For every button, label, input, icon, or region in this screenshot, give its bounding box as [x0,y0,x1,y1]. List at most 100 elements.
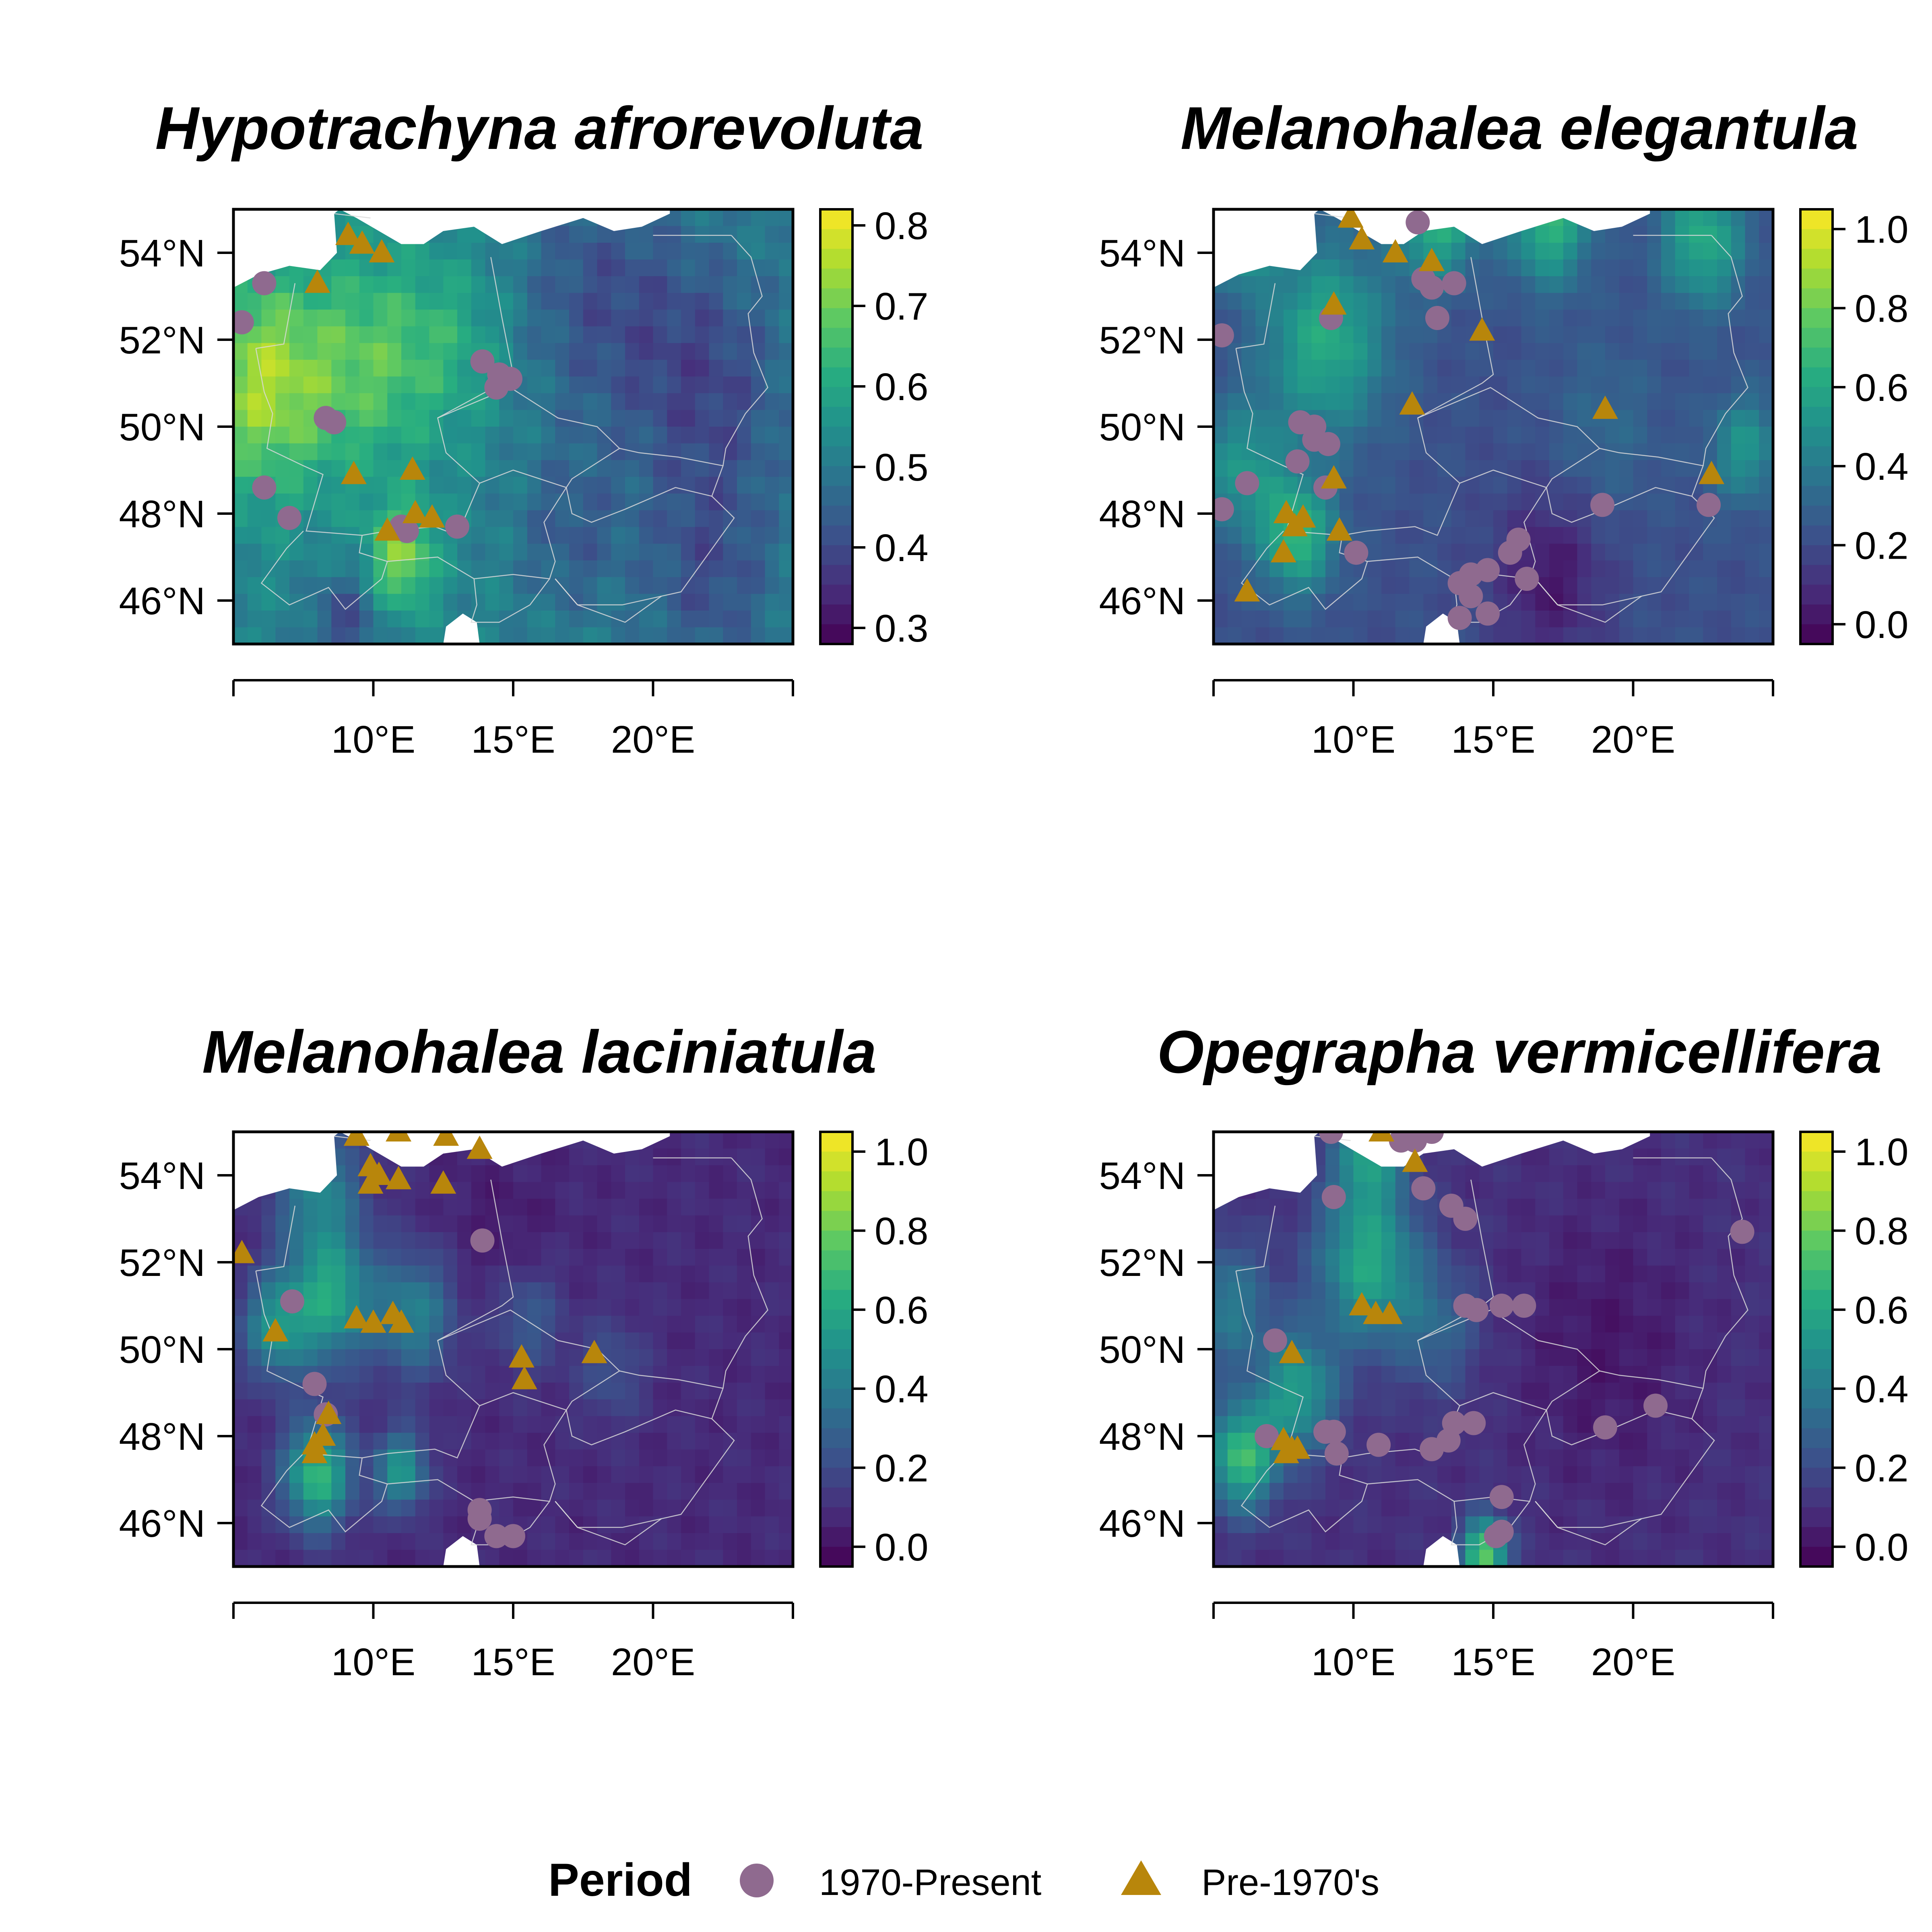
y-tick-label: 54°N [1099,232,1186,275]
occurrence-point-pre-1970 [1290,504,1316,528]
occurrence-point-pre-1970 [316,1401,342,1424]
colorbar: 0.0 0.2 0.4 0.6 0.8 1.0 [819,1131,928,1569]
occurrence-point-pre-1970 [341,460,367,484]
country-borders [1235,213,1748,623]
occurrence-point-1970-present [1321,1420,1346,1444]
occurrence-point-pre-1970 [1402,1148,1428,1172]
occurrence-point-1970-present [1442,1411,1466,1435]
x-axis: 10°E 15°E 20°E [1212,1602,1774,1684]
occurrence-point-pre-1970 [262,1318,289,1342]
occurrence-point-pre-1970 [581,1340,607,1363]
occurrence-point-1970-present [1476,558,1500,582]
occurrence-point-1970-present [1453,1207,1478,1231]
y-tick-label: 46°N [119,580,206,623]
colorbar-tick-label: 0.4 [1855,1368,1908,1411]
occurrence-point-1970-present [394,519,419,543]
occurrence-point-pre-1970 [1321,465,1347,489]
y-tick-label: 50°N [119,406,206,449]
y-tick-label: 48°N [1099,493,1186,536]
colorbar-tick-label: 0.8 [875,1210,928,1253]
occurrence-point-1970-present [1321,1185,1346,1209]
occurrence-point-1970-present [445,514,469,539]
colorbar-tick-label: 0.6 [1855,366,1908,409]
x-tick-label: 15°E [471,718,555,761]
y-axis: 46°N 48°N 50°N 52°N 54°N [1099,1154,1214,1545]
occurrence-point-pre-1970 [1377,1300,1403,1324]
sea-area [340,209,670,244]
colorbar-tick-label: 0.6 [1855,1289,1908,1332]
occurrence-point-1970-present [484,1524,509,1548]
colorbar-tick-label: 1.0 [1855,1131,1908,1174]
colorbar-tick-label: 0.0 [1855,1526,1908,1569]
occurrence-point-pre-1970 [343,1132,369,1146]
x-tick-label: 20°E [1591,1641,1675,1684]
occurrence-point-pre-1970 [386,1166,412,1189]
occurrence-point-1970-present [1411,1176,1436,1201]
occurrence-point-1970-present [322,410,347,435]
occurrence-points [1214,209,1725,630]
occurrence-point-pre-1970 [360,1309,386,1333]
country-borders [255,1135,768,1546]
occurrence-point-1970-present [252,271,277,295]
occurrence-point-pre-1970 [1469,317,1495,341]
occurrence-point-pre-1970 [508,1344,535,1368]
occurrence-point-pre-1970 [304,269,330,293]
x-axis: 10°E 15°E 20°E [232,1602,794,1684]
occurrence-point-1970-present [1643,1393,1668,1418]
colorbar-tick-label: 0.0 [1855,603,1908,646]
sea-area [233,209,340,288]
sea-area [1320,209,1650,244]
occurrence-point-1970-present [1420,275,1444,300]
x-tick-label: 20°E [1591,718,1675,761]
y-tick-label: 50°N [1099,406,1186,449]
colorbar-tick-label: 0.2 [875,1447,928,1490]
x-tick-label: 10°E [331,718,415,761]
occurrence-point-1970-present [470,349,495,374]
occurrence-point-pre-1970 [466,1135,493,1159]
x-tick-label: 10°E [1311,718,1395,761]
occurrence-point-pre-1970 [1368,1132,1394,1141]
colorbar-tick-label: 0.2 [1855,524,1908,568]
occurrence-point-pre-1970 [1592,395,1618,419]
y-tick-label: 46°N [119,1502,206,1545]
occurrence-point-pre-1970 [1234,578,1260,602]
occurrence-point-1970-present [1697,493,1721,517]
occurrence-point-1970-present [498,367,522,391]
x-axis: 10°E 15°E 20°E [1212,679,1774,761]
occurrence-point-1970-present [1235,471,1259,495]
map-panels: Hypotrachyna afrorevoluta 46°N 48°N 50°N 52°… [119,94,1909,1684]
legend-circle-marker [740,1864,774,1897]
occurrence-points [233,1132,607,1548]
colorbar-tick-label: 1.0 [875,1131,928,1174]
occurrence-point-1970-present [1461,1411,1486,1435]
occurrence-point-pre-1970 [374,517,400,541]
occurrence-point-1970-present [1425,306,1449,330]
occurrence-point-pre-1970 [335,221,361,245]
y-tick-label: 48°N [119,1415,206,1458]
y-tick-label: 46°N [1099,580,1186,623]
occurrence-point-1970-present [1255,1424,1279,1448]
occurrence-point-pre-1970 [1699,460,1725,484]
occurrence-point-pre-1970 [1321,291,1347,315]
x-tick-label: 15°E [471,1641,555,1684]
colorbar-tick-label: 0.8 [875,204,928,248]
occurrence-point-1970-present [1512,1294,1536,1318]
occurrence-point-pre-1970 [1284,1435,1311,1459]
occurrence-point-1970-present [1590,493,1615,517]
occurrence-point-1970-present [1442,271,1466,295]
legend: Period 1970-Present Pre-1970's [548,1854,1379,1906]
sea-area [340,1132,670,1167]
sea-area [1214,209,1320,288]
occurrence-point-1970-present [1316,432,1340,456]
y-tick-label: 52°N [119,1241,206,1284]
occurrence-point-pre-1970 [1270,539,1296,563]
occurrence-point-pre-1970 [1326,517,1352,541]
legend-label-pre-1970: Pre-1970's [1201,1862,1379,1903]
occurrence-point-1970-present [1214,323,1234,348]
occurrence-point-pre-1970 [419,504,445,528]
occurrence-point-pre-1970 [357,1170,384,1194]
colorbar: 0.3 0.4 0.5 0.6 0.7 0.8 [819,204,928,650]
occurrence-point-1970-present [277,506,301,530]
y-tick-label: 52°N [119,319,206,362]
occurrence-point-pre-1970 [1399,391,1425,415]
